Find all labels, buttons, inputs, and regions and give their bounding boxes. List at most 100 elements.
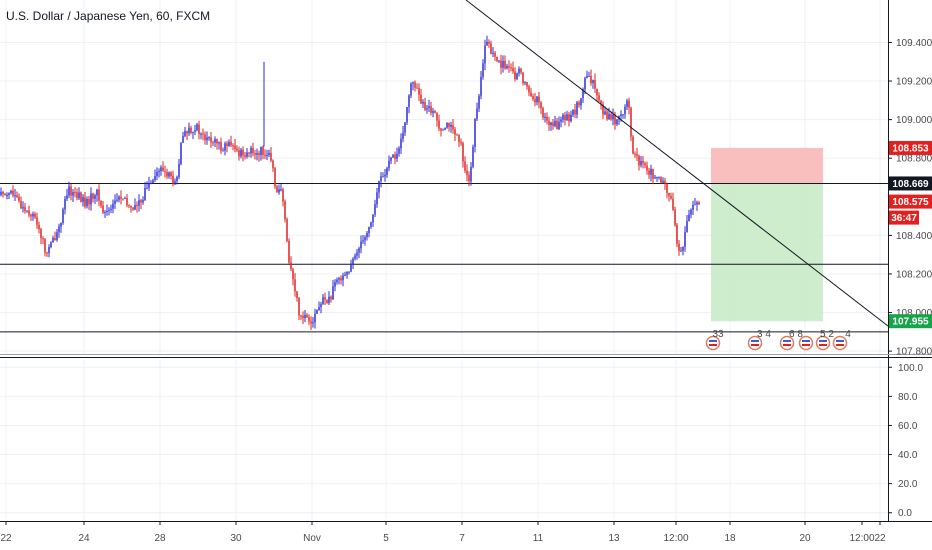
candle-body	[180, 142, 182, 164]
candle-body	[616, 119, 618, 125]
candle-body	[688, 214, 690, 222]
candle-body	[540, 102, 542, 109]
candle-body	[684, 232, 686, 248]
horizontal-levels[interactable]	[0, 182, 888, 333]
candle-body	[92, 193, 94, 199]
event-markers[interactable]: 33 3 4 6 8 5 2 4	[705, 329, 852, 351]
candle-body	[150, 183, 152, 185]
y-tick-label-sub: 0.0	[898, 508, 912, 519]
event-flag-stripe	[819, 340, 827, 342]
candle-body	[350, 264, 352, 272]
candle-body	[430, 106, 432, 113]
candle-body	[310, 321, 312, 324]
event-flag-icon[interactable]	[832, 335, 848, 351]
x-tick-label: Nov	[303, 533, 321, 544]
x-tick-label: 12:00	[663, 533, 688, 544]
candle-body	[534, 98, 536, 103]
candle-body	[426, 108, 428, 110]
candle-body	[288, 240, 290, 263]
candle-body	[134, 204, 136, 210]
event-flag-icon[interactable]	[779, 335, 795, 351]
candle-body	[146, 187, 148, 189]
trendline[interactable]	[465, 0, 889, 327]
candle-body	[388, 160, 390, 169]
event-flag-icon[interactable]	[705, 335, 721, 351]
candle-body	[408, 95, 410, 108]
y-tick-label-sub: 100.0	[898, 363, 923, 374]
event-flag-stripe	[836, 340, 844, 342]
candle-body	[420, 94, 422, 104]
y-tick-label-sub: 60.0	[898, 421, 918, 432]
candle-body	[6, 194, 8, 196]
candle-body	[248, 152, 250, 154]
candle-body	[252, 147, 254, 154]
candle-body	[282, 189, 284, 202]
candle-body	[580, 98, 582, 106]
candle-body	[142, 200, 144, 203]
candle-body	[410, 83, 412, 96]
candle-body	[608, 113, 610, 120]
event-flag-icon[interactable]	[798, 335, 814, 351]
candle-body	[72, 192, 74, 196]
event-flag-stripe	[802, 344, 810, 346]
candle-body	[448, 122, 450, 127]
candle-body	[422, 102, 424, 104]
candle-body	[340, 278, 342, 281]
candle-body	[176, 176, 178, 182]
candle-body	[58, 226, 60, 233]
price-axis-labels: 109.400 109.200 109.000 108.800 108.400 108.2…	[888, 38, 932, 519]
candle-body	[76, 192, 78, 199]
candle-body	[194, 130, 196, 132]
candle-body	[364, 237, 366, 241]
stop-loss-zone[interactable]	[711, 147, 823, 184]
candle-body	[508, 65, 510, 68]
candle-body	[326, 299, 328, 304]
y-tick-label: 108.000	[896, 308, 932, 319]
event-flag-icon[interactable]	[747, 335, 763, 351]
candle-body	[158, 171, 160, 173]
candle-body	[424, 102, 426, 110]
candle-body	[302, 315, 304, 319]
candle-body	[52, 238, 54, 243]
candle-body	[30, 214, 32, 217]
candle-body	[160, 167, 162, 172]
event-flag-stripe	[751, 340, 759, 342]
candle-body	[328, 296, 330, 304]
candle-body	[556, 120, 558, 130]
candle-body	[560, 119, 562, 122]
price-badge	[889, 176, 932, 191]
candle-body	[144, 187, 146, 201]
candle-body	[384, 174, 386, 177]
candle-body	[678, 243, 680, 251]
candle-body	[320, 304, 322, 308]
candle-body	[382, 176, 384, 178]
candle-body	[62, 209, 64, 223]
candle-body	[164, 171, 166, 173]
candle-body	[466, 170, 468, 176]
candle-body	[34, 213, 36, 218]
candle-body	[130, 205, 132, 208]
candle-body	[588, 75, 590, 77]
long-position-tool[interactable]	[711, 147, 823, 322]
event-flag-icon[interactable]	[815, 335, 831, 351]
descending-trendline[interactable]	[465, 0, 889, 327]
candle-body	[532, 96, 534, 99]
candle-body	[518, 68, 520, 74]
candle-body	[132, 207, 134, 210]
candle-body	[306, 314, 308, 318]
candle-body	[8, 193, 10, 195]
candle-body	[204, 134, 206, 141]
candle-body	[318, 307, 320, 310]
take-profit-zone[interactable]	[711, 183, 823, 322]
candle-body	[84, 197, 86, 207]
candle-body	[368, 226, 370, 233]
candle-body	[16, 195, 18, 197]
event-flag-stripe	[709, 340, 717, 342]
candle-body	[694, 204, 696, 206]
candle-body	[546, 116, 548, 121]
candle-body	[222, 150, 224, 152]
event-flag-stripe	[802, 340, 810, 342]
candle-body	[660, 176, 662, 183]
candle-body	[376, 192, 378, 205]
